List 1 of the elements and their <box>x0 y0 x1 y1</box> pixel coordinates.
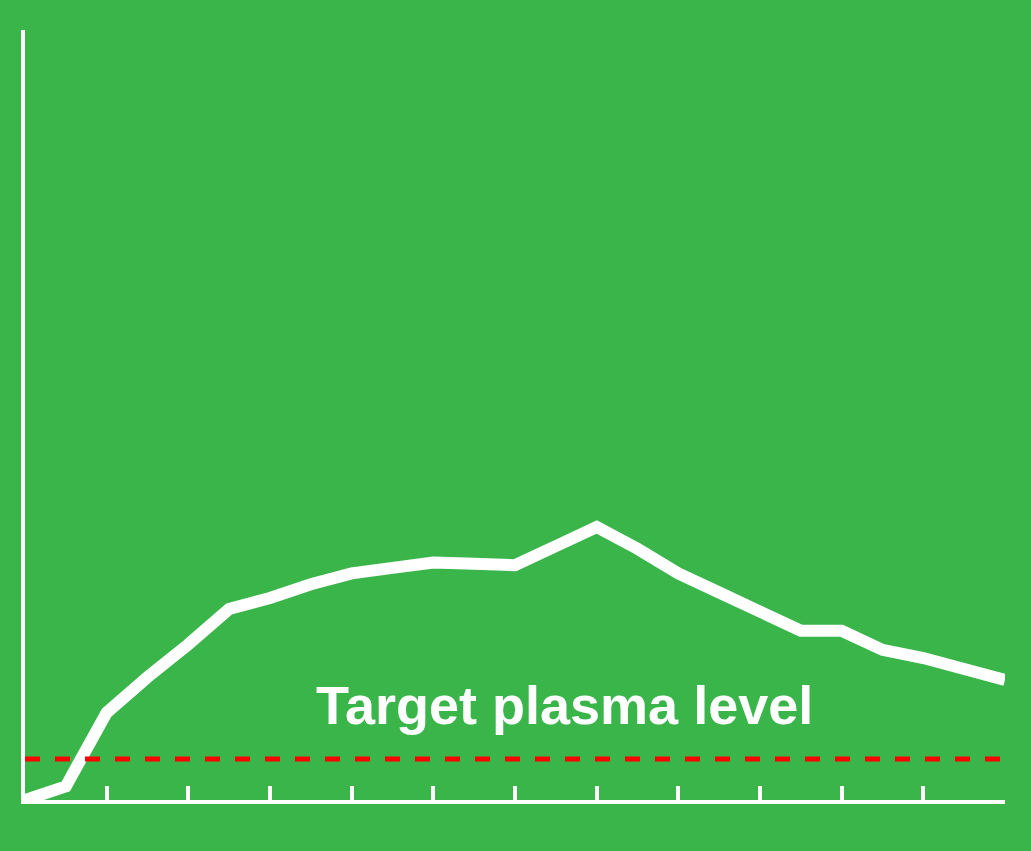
ref-line-label: Target plasma level <box>316 675 814 735</box>
